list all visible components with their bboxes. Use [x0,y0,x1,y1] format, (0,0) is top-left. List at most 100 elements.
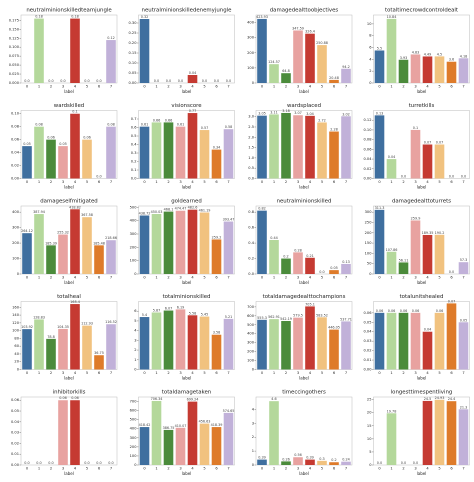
x-axis-label: label [182,280,192,285]
bar [374,115,385,179]
x-tick-label: 1 [390,180,392,184]
x-tick-label: 6 [333,180,336,184]
y-tick-label: 20 [14,360,19,364]
bar [46,245,56,274]
x-tick-label: 7 [345,276,347,280]
x-tick-label: 3 [62,180,64,184]
x-tick-label: 6 [450,85,453,89]
bar [58,146,68,179]
value-label: 0.0 [48,461,53,465]
y-tick-label: 0.00 [11,463,20,467]
y-tick-label: 1 [252,449,254,453]
bar [446,303,457,370]
bar [46,338,56,370]
x-tick-label: 2 [167,467,169,471]
bar [70,209,80,274]
value-label: 311.3 [375,206,385,210]
bar [458,262,469,274]
bar [341,116,351,179]
bar [386,18,397,83]
bar [293,115,303,179]
value-label: 0.13 [376,111,384,115]
value-label: 0.1 [72,110,77,114]
x-tick-label: 6 [450,467,453,471]
value-label: 0.2 [283,255,288,259]
x-axis-label: label [64,185,74,190]
x-tick-label: 5 [321,276,323,280]
value-label: 0.0 [84,79,89,83]
y-tick-label: 100 [247,359,255,363]
bar [281,73,291,83]
bar [199,130,210,179]
x-tick-label: 3 [62,85,64,89]
x-tick-label: 3 [179,276,181,280]
value-label: 583.52 [316,313,328,317]
y-tick-label: 50 [367,262,372,266]
bar [410,312,421,370]
y-tick-label: 100 [247,66,255,70]
x-axis-label: label [182,89,192,94]
bar [70,400,80,465]
bar [398,312,409,370]
bar [398,59,409,83]
x-tick-label: 0 [26,467,29,471]
bar [58,400,68,465]
chart-title: totalheal [57,294,81,300]
value-label: 3.02 [342,112,350,116]
value-label: 5.45 [201,313,209,317]
value-label: 0.0 [449,175,454,179]
y-tick-label: 400 [130,219,138,223]
value-label: 0.07 [448,299,456,303]
plot-frame [255,205,353,275]
y-tick-label: 0.00 [128,81,137,85]
y-tick-label: 0 [134,272,137,276]
x-tick-label: 7 [227,467,229,471]
chart-title: turretkills [409,103,435,109]
y-tick-label: 0.01 [363,358,371,362]
value-label: 0.0 [401,175,406,179]
bar [341,263,351,274]
y-tick-label: 200 [247,51,255,55]
chart-title: inhibitorkills [53,390,86,396]
value-label: 185.39 [45,241,57,245]
bar [187,315,198,370]
x-tick-label: 2 [285,467,287,471]
x-tick-label: 1 [390,467,392,471]
value-label: 19.78 [387,409,397,413]
x-tick-label: 1 [155,85,157,89]
value-label: 0.77 [189,109,197,113]
value-label: 36.75 [94,351,104,355]
value-label: 24.4 [448,397,456,401]
y-tick-label: 0 [134,463,137,467]
y-tick-label: 0.1 [131,168,137,172]
x-tick-label: 3 [414,85,416,89]
y-tick-label: 1.5 [248,146,254,150]
x-tick-label: 6 [98,85,101,89]
x-tick-label: 5 [438,180,440,184]
y-tick-label: 600 [130,409,138,413]
value-label: 0.08 [107,123,115,127]
y-tick-label: 200 [247,350,255,354]
value-label: 255.32 [57,231,69,235]
x-axis-label: label [299,376,309,381]
x-tick-label: 5 [86,180,88,184]
y-tick-label: 3.0 [248,115,254,119]
value-label: 116.52 [105,320,117,324]
y-tick-label: 300 [130,436,138,440]
x-tick-label: 1 [155,371,157,375]
y-tick-label: 200 [12,241,20,245]
y-tick-label: 4 [134,329,137,333]
y-tick-label: 0.5 [248,166,254,170]
bar [410,54,421,83]
x-tick-label: 6 [215,85,218,89]
y-tick-label: 0.000 [9,81,20,85]
x-tick-label: 6 [215,467,218,471]
bar [163,310,174,370]
x-tick-label: 4 [191,467,194,471]
value-label: 0.26 [282,457,290,461]
y-tick-label: 0.175 [9,18,19,22]
x-tick-label: 1 [155,467,157,471]
chart-title: wardsplaced [287,103,321,109]
value-label: 418.42 [139,423,151,427]
